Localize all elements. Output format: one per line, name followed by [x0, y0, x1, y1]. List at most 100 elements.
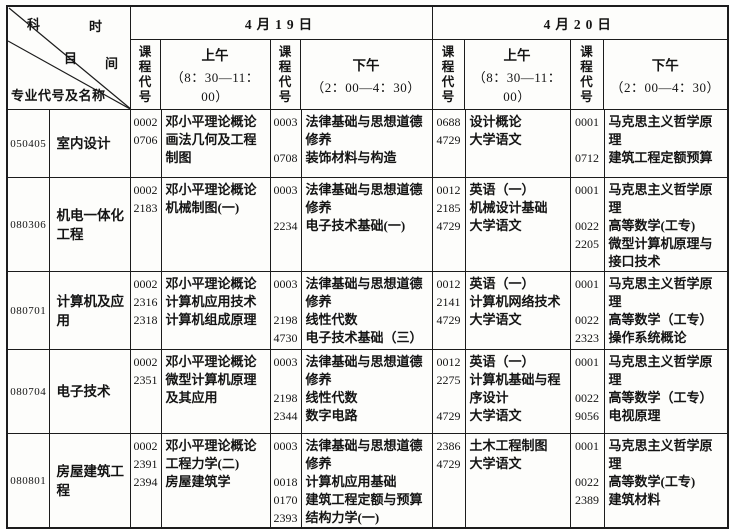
corner-diagonal-lines — [8, 7, 129, 109]
course-name: 土木工程制图 — [469, 438, 548, 453]
am-time: （8：30—11：00） — [170, 70, 260, 104]
code-divider — [160, 110, 162, 177]
course-name: 马克思主义哲学原理 — [608, 182, 713, 215]
course-code: 0018 — [273, 475, 298, 489]
course-code: 0022 — [575, 391, 599, 405]
course-name: 建筑材料 — [608, 492, 661, 507]
course-name: 大学语文 — [469, 456, 522, 471]
pm-time: （2：00—4：30） — [311, 79, 421, 95]
major-name: 计算机及应用 — [48, 271, 131, 350]
course-name: 邓小平理论概论 — [165, 276, 257, 291]
cell-apr19-pm: 0003 法律基础与思想道德修养 2198 线性代数 2344 数字电路 — [269, 349, 433, 434]
code-divider — [160, 178, 162, 271]
major-row: 080704 电子技术 0002 邓小平理论概论 2351 微型计算机原理及其应用 0… — [6, 349, 729, 434]
course-code: 4729 — [436, 133, 461, 147]
cell-apr20-am: 0012 英语（一） 2275 计算机基础与程序设计 4729 大学语文 — [431, 349, 571, 434]
course-code: 2389 — [575, 493, 599, 507]
course-name: 英语（一） — [469, 182, 535, 197]
date-header-row: 科 时 目 间 专业代号及名称 4月19日 4月20日 — [6, 5, 729, 110]
code-divider — [464, 272, 466, 349]
course-code: 4729 — [436, 219, 461, 233]
course-code: 0706 — [133, 133, 158, 147]
code-divider — [160, 272, 162, 349]
cell-apr20-pm: 0001 马克思主义哲学原理 0022 高等数学（工专） 2323 操作系统概论 — [569, 271, 729, 350]
date-header-apr19: 4月19日 — [129, 5, 433, 40]
course-name: 电视原理 — [608, 408, 661, 423]
am-header-apr19: 上午 （8：30—11：00） — [159, 39, 271, 110]
course-name: 大学语文 — [469, 312, 522, 327]
course-code: 0003 — [273, 277, 298, 291]
course-name: 机械制图(一) — [165, 200, 240, 215]
course-name: 邓小平理论概论 — [165, 438, 257, 453]
course-name: 法律基础与思想道德修养 — [305, 438, 423, 471]
code-divider — [300, 350, 302, 433]
course-name: 高等数学(工专) — [608, 218, 696, 233]
pm-time: （2：00—4：30） — [610, 79, 720, 95]
course-code: 4729 — [436, 457, 461, 471]
code-divider — [160, 350, 162, 433]
corner-time-char1: 时 — [89, 19, 103, 34]
cell-apr20-pm: 0001 马克思主义哲学原理 0022 高等数学(工专) 2205 微型计算机原理与接口技… — [569, 177, 729, 272]
course-code: 2323 — [575, 331, 599, 345]
course-code: 2316 — [133, 295, 158, 309]
course-code: 0002 — [133, 115, 158, 129]
course-code: 0012 — [436, 355, 461, 369]
cell-apr19-pm: 0003 法律基础与思想道德修养 0708 装饰材料与构造 — [269, 109, 433, 178]
cell-apr20-am: 0012 英语（一） 2141 计算机网络技术 4729 大学语文 — [431, 271, 571, 350]
course-name: 马克思主义哲学原理 — [608, 114, 713, 147]
code-divider — [160, 434, 162, 527]
course-code: 2318 — [133, 313, 158, 327]
course-name: 马克思主义哲学原理 — [608, 354, 713, 387]
course-name: 建筑工程定额与预算 — [305, 492, 423, 507]
course-code: 2141 — [436, 295, 461, 309]
course-name: 计算机网络技术 — [469, 294, 561, 309]
course-name: 英语（一） — [469, 354, 535, 369]
major-code: 080704 — [6, 349, 50, 434]
am-time: （8：30—11：00） — [472, 70, 562, 104]
course-code: 4729 — [436, 409, 461, 423]
course-code: 9056 — [575, 409, 599, 423]
course-name: 法律基础与思想道德修养 — [305, 114, 423, 147]
course-code-header-4: 课程代号 — [569, 39, 604, 110]
major-row: 080306 机电一体化工程 0002 邓小平理论概论 2183 机械制图(一) 00… — [6, 177, 729, 272]
code-divider — [464, 110, 466, 177]
course-name: 法律基础与思想道德修养 — [305, 276, 423, 309]
course-name: 大学语文 — [469, 218, 522, 233]
course-code: 0012 — [436, 277, 461, 291]
course-code: 2386 — [436, 439, 461, 453]
major-code: 080801 — [6, 433, 50, 529]
course-code: 2198 — [273, 391, 298, 405]
code-divider — [603, 110, 605, 177]
course-code: 2234 — [273, 219, 298, 233]
course-name: 高等数学（工专） — [608, 312, 713, 327]
course-code: 0688 — [436, 115, 461, 129]
course-code: 0022 — [575, 313, 599, 327]
code-divider — [464, 434, 466, 527]
course-name: 邓小平理论概论 — [165, 354, 257, 369]
cell-apr19-am: 0002 邓小平理论概论 2316 计算机应用技术 2318 计算机组成原理 — [129, 271, 271, 350]
course-code: 0003 — [273, 115, 298, 129]
course-code: 0708 — [273, 151, 298, 165]
course-code: 0002 — [133, 355, 158, 369]
am-label: 上午 — [503, 48, 531, 63]
course-code: 0002 — [133, 277, 158, 291]
cell-apr19-pm: 0003 法律基础与思想道德修养 0018 计算机应用基础 0170 建筑工程定额与预算 2… — [269, 433, 433, 529]
am-header-apr20: 上午 （8：30—11：00） — [463, 39, 571, 110]
course-name: 微型计算机原理与接口技术 — [608, 236, 713, 269]
course-code: 2275 — [436, 373, 461, 387]
course-code: 0001 — [575, 439, 599, 453]
course-name: 设计概论 — [469, 114, 522, 129]
course-code: 0012 — [436, 183, 461, 197]
course-code-header-1: 课程代号 — [129, 39, 161, 110]
course-code: 2183 — [133, 201, 158, 215]
pm-header-apr20: 下午 （2：00—4：30） — [602, 39, 729, 110]
course-name: 计算机基础与程序设计 — [469, 372, 561, 405]
course-code: 0712 — [575, 151, 599, 165]
course-name: 微型计算机原理及其应用 — [165, 372, 257, 405]
pm-label: 下午 — [352, 57, 380, 73]
course-code: 0022 — [575, 219, 599, 233]
am-label: 上午 — [201, 48, 229, 63]
course-code: 0001 — [575, 277, 599, 291]
major-row: 050405 室内设计 0002 邓小平理论概论 0706 画法几何及工程制图 000… — [6, 109, 729, 178]
course-name: 线性代数 — [305, 312, 358, 327]
